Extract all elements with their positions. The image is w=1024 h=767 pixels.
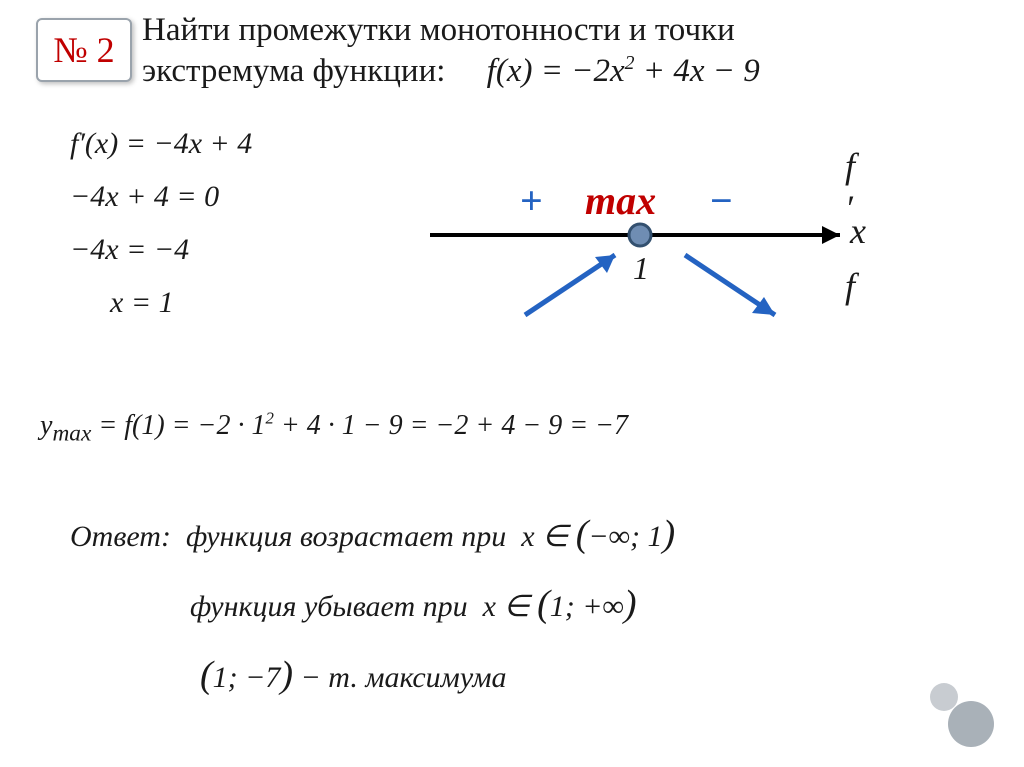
problem-number: № 2 — [53, 29, 114, 71]
answer-increasing: Ответ: функция возрастает при x ∈ (−∞; 1… — [70, 500, 675, 568]
title-block: Найти промежутки монотонности и точки эк… — [142, 10, 994, 93]
x-axis-label: x — [850, 210, 866, 252]
derivation-step-2: −4x + 4 = 0 — [70, 171, 252, 222]
decorative-circles — [914, 667, 994, 747]
answer-prefix: Ответ: — [70, 520, 171, 553]
problem-number-badge: № 2 — [36, 18, 132, 82]
derivation-step-1: f′(x) = −4x + 4 — [70, 118, 252, 169]
slide: № 2 Найти промежутки монотонности и точк… — [0, 0, 1024, 767]
sign-plus: + — [520, 177, 543, 224]
sign-diagram: + max − 1 f ′ x f — [430, 155, 870, 325]
answer-point: (1; −7) − т. максимума — [70, 641, 675, 709]
tick-label: 1 — [633, 250, 649, 287]
title-line-1: Найти промежутки монотонности и точки — [142, 10, 994, 51]
derivation-block: f′(x) = −4x + 4 −4x + 4 = 0 −4x = −4 x =… — [70, 118, 252, 330]
answer-block: Ответ: функция возрастает при x ∈ (−∞; 1… — [70, 500, 675, 711]
max-label: max — [585, 177, 656, 224]
title-line-2-text: экстремума функции: — [142, 53, 445, 89]
title-formula: f(x) = −2x2 + 4x − 9 — [487, 53, 760, 89]
derivation-step-4: x = 1 — [70, 277, 252, 328]
sign-minus: − — [710, 177, 733, 224]
answer-decreasing: функция убывает при x ∈ (1; +∞) — [70, 570, 675, 638]
ymax-computation: ymax = f(1) = −2 · 12 + 4 · 1 − 9 = −2 +… — [40, 410, 628, 448]
f-label: f — [845, 265, 855, 307]
title-line-2: экстремума функции: f(x) = −2x2 + 4x − 9 — [142, 51, 994, 92]
derivation-step-3: −4x = −4 — [70, 224, 252, 275]
